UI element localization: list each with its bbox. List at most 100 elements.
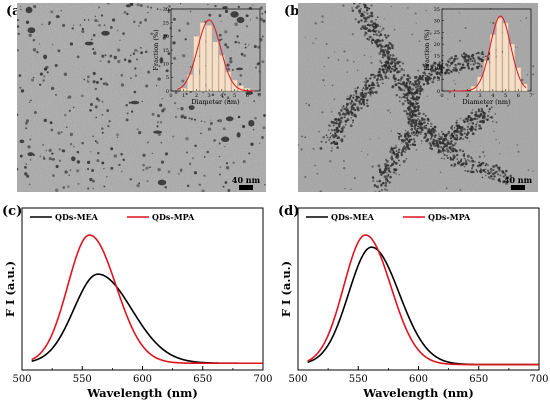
tem-b-particle xyxy=(430,131,433,135)
tem-b-particle xyxy=(435,144,438,147)
tem-a-particle xyxy=(136,183,140,188)
tem-a-particle xyxy=(92,135,95,138)
tem-b-particle xyxy=(505,169,508,173)
tem-b-particle xyxy=(410,110,414,114)
tem-b-particle xyxy=(417,115,420,118)
tem-b-particle xyxy=(406,131,410,134)
tem-b-particle xyxy=(425,124,428,127)
tem-a-particle xyxy=(174,115,178,119)
tem-b-particle xyxy=(489,21,491,23)
tem-b-particle xyxy=(400,134,403,137)
tem-a-cluster xyxy=(43,54,48,60)
tem-a-particle xyxy=(255,16,259,20)
tem-b-particle xyxy=(376,78,379,81)
tem-b-particle xyxy=(416,78,420,82)
tem-b-particle xyxy=(433,76,436,79)
tem-a-particle xyxy=(238,83,242,86)
tem-b-particle xyxy=(393,59,396,62)
tem-b-particle xyxy=(446,139,449,143)
tem-b-particle xyxy=(429,32,432,35)
tem-b-particle xyxy=(384,34,387,37)
tem-b-particle xyxy=(298,144,300,146)
tem-a-particle xyxy=(257,62,260,65)
x-tick-label: 500 xyxy=(288,374,307,385)
tem-b-particle xyxy=(384,48,387,52)
tem-b-particle xyxy=(411,115,414,118)
tem-b-particle xyxy=(490,175,492,178)
tem-a-cluster xyxy=(225,116,234,122)
tem-b-particle xyxy=(423,71,426,73)
tem-a-particle xyxy=(81,29,85,33)
tem-b-particle xyxy=(376,81,379,85)
tem-b-particle xyxy=(384,177,388,181)
tem-b-particle xyxy=(397,137,400,140)
tem-b-particle xyxy=(379,47,382,50)
tem-b-particle xyxy=(421,74,425,78)
tem-b-particle xyxy=(385,159,389,163)
tem-b-particle xyxy=(385,167,389,170)
tem-b-particle xyxy=(428,141,432,145)
tem-b-particle xyxy=(490,178,492,180)
x-tick-label: 4 xyxy=(491,93,494,99)
tem-b-particle xyxy=(336,141,338,143)
tem-a-particle xyxy=(19,86,22,89)
tem-b-particle xyxy=(469,156,473,159)
tem-b-particle xyxy=(323,84,326,86)
tem-a-particle xyxy=(43,157,46,160)
tem-b-particle xyxy=(365,9,369,12)
tem-b-particle xyxy=(390,5,392,7)
tem-a-particle xyxy=(76,160,81,164)
tem-b-particle xyxy=(461,129,464,132)
tem-a-particle xyxy=(109,54,113,58)
tem-a-cluster xyxy=(230,11,239,18)
tem-b-particle xyxy=(413,143,417,147)
tem-b-particle xyxy=(330,149,333,152)
tem-b-particle xyxy=(413,105,417,109)
tem-b-particle xyxy=(464,158,467,161)
tem-b-particle xyxy=(459,132,463,136)
tem-b-particle xyxy=(355,99,358,102)
tem-b-particle xyxy=(393,28,396,31)
tem-b-particle xyxy=(488,176,490,178)
tem-b-particle xyxy=(349,124,353,128)
tem-b-particle xyxy=(475,65,479,69)
tem-a-particle xyxy=(136,3,140,7)
tem-b-particle xyxy=(469,60,472,62)
tem-b-particle xyxy=(342,113,344,115)
tem-b-particle xyxy=(375,18,377,21)
tem-a-cluster xyxy=(153,130,163,134)
tem-a-particle xyxy=(164,186,167,189)
tem-b-particle xyxy=(467,159,469,161)
tem-b-particle xyxy=(449,145,453,149)
tem-b-particle xyxy=(477,56,480,59)
tem-b-particle xyxy=(334,118,338,121)
tem-b-particle xyxy=(532,73,535,76)
tem-b-particle xyxy=(400,77,403,79)
tem-a-particle xyxy=(222,92,225,94)
tem-b-particle xyxy=(468,160,471,162)
tem-b-particle xyxy=(437,67,441,71)
tem-b-particle xyxy=(360,27,363,30)
tem-a-particle xyxy=(180,168,183,172)
tem-a-particle xyxy=(264,10,266,14)
tem-b-particle xyxy=(406,94,409,97)
y-tick-label: 10 xyxy=(434,65,440,71)
tem-b-particle xyxy=(434,134,437,137)
tem-a-particle xyxy=(109,25,113,29)
tem-a-particle xyxy=(147,70,151,74)
tem-b-particle xyxy=(432,64,435,67)
tem-a-particle xyxy=(229,60,233,64)
tem-b-particle xyxy=(347,112,350,115)
tem-b-particle xyxy=(395,150,398,152)
tem-b-particle xyxy=(379,78,382,81)
tem-b-particle xyxy=(453,127,456,129)
tem-a-cluster xyxy=(27,27,36,34)
tem-b-particle xyxy=(378,168,382,171)
tem-b-particle xyxy=(391,47,394,49)
tem-b-particle xyxy=(389,175,392,179)
tem-a-particle xyxy=(201,189,205,192)
tem-a-particle xyxy=(172,17,176,21)
tem-b-particle xyxy=(410,88,412,91)
tem-b-particle xyxy=(429,73,433,77)
tem-b-particle xyxy=(471,108,474,111)
